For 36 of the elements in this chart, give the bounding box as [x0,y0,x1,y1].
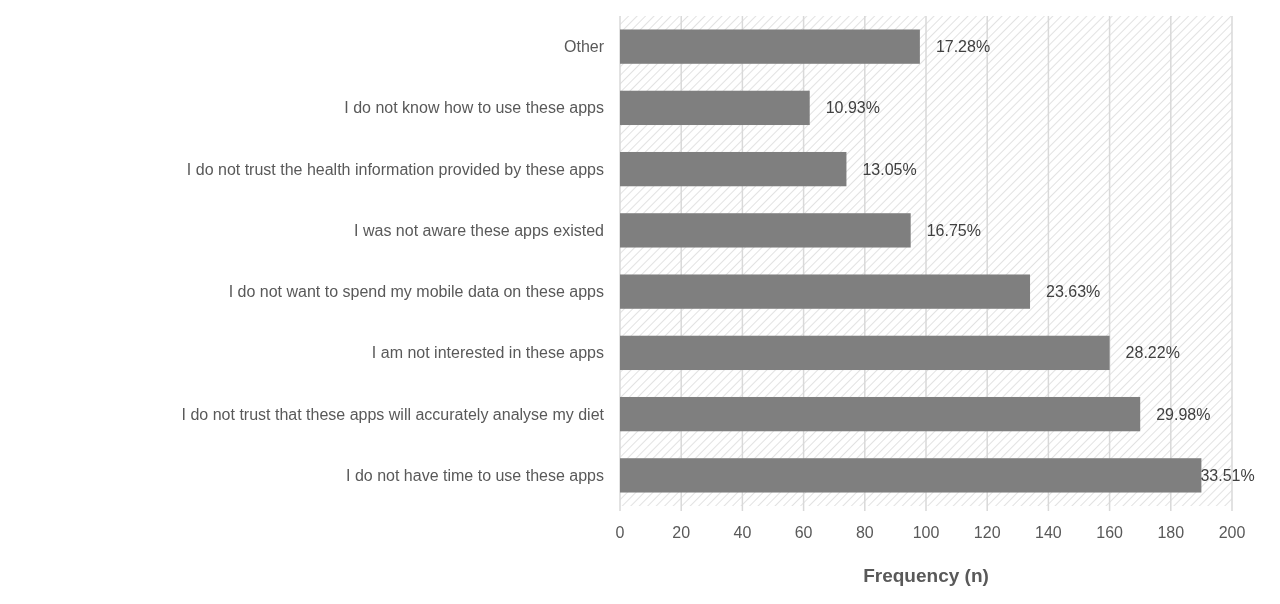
annotation: 23.63% [1046,283,1101,301]
bar [620,458,1202,493]
annotation: 28.22% [1125,344,1180,362]
x-tick-label: 100 [912,524,940,541]
bar [620,274,1031,309]
y-tick-label: I do not know how to use these apps [344,99,604,117]
y-tick-label: I was not aware these apps existed [354,221,604,239]
x-tick-label: 140 [1035,524,1062,541]
y-tick-label: Other [563,38,605,56]
x-tick-label: 60 [794,524,813,541]
x-tick-label: 120 [973,524,1001,541]
bar [620,151,847,187]
x-tick-label: 160 [1096,524,1124,541]
y-tick-label: I do not have time to use these apps [346,466,604,484]
bar [620,335,1110,371]
annotation: 10.93% [825,99,880,117]
y-tick-label: I do not trust that these apps will accurately analyse my diet [181,405,605,423]
y-tick-label: I do not trust the health information provided by these apps [186,160,604,178]
annotation: 33.51% [1200,466,1255,484]
annotation: 13.05% [862,160,917,178]
x-tick-label: 40 [733,524,752,541]
annotation: 16.75% [926,221,981,239]
bar [620,90,810,126]
x-tick-label: 0 [615,524,625,541]
y-tick-label: I am not interested in these apps [371,344,604,362]
x-tick-label: 80 [855,524,874,541]
y-tick-label: I do not want to spend my mobile data on these apps [228,283,604,301]
x-tick-label: 200 [1218,524,1246,541]
annotation: 17.28% [935,38,991,56]
bar [620,213,911,248]
x-tick-label: 180 [1157,524,1185,541]
annotation: 29.98% [1156,405,1211,423]
x-tick-label: 20 [672,524,691,541]
x-axis-title: Frequency (n) [863,565,989,586]
bar [620,396,1141,432]
bar [620,29,920,64]
